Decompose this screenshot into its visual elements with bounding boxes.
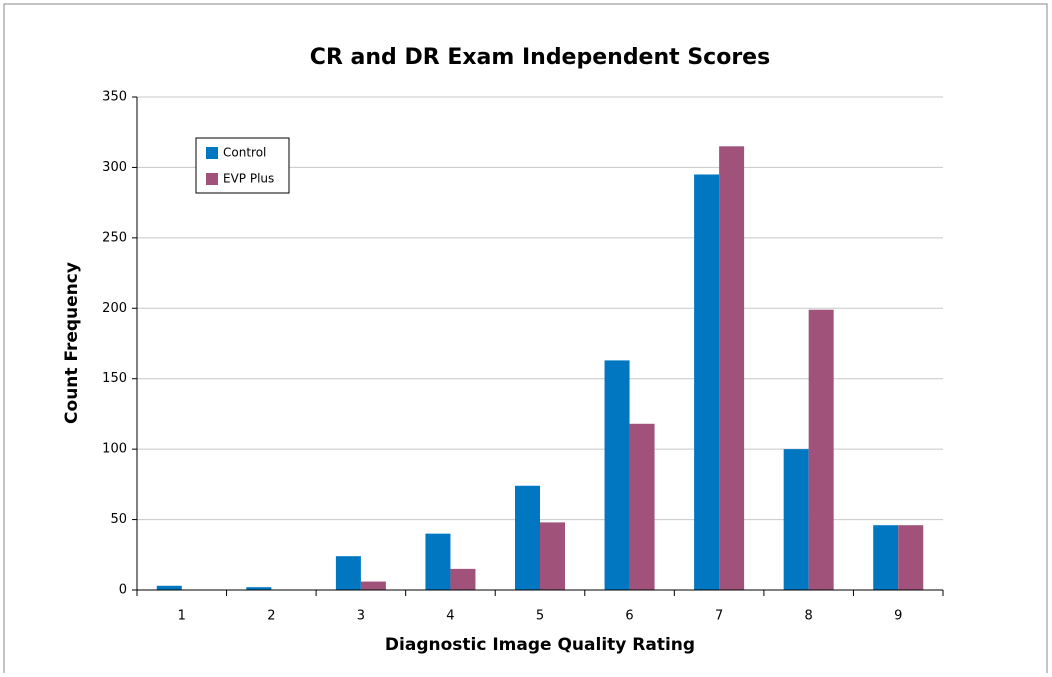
x-tick-label: 9 <box>894 609 902 624</box>
x-axis-label: Diagnostic Image Quality Rating <box>385 635 695 655</box>
bar <box>604 360 630 590</box>
x-tick-label: 5 <box>536 609 544 624</box>
bar <box>898 525 924 590</box>
bar <box>873 525 899 590</box>
chart-title: CR and DR Exam Independent Scores <box>310 45 770 70</box>
x-tick-label: 8 <box>805 609 813 624</box>
bar <box>335 556 361 590</box>
bar <box>540 522 565 590</box>
y-axis-label: Count Frequency <box>62 262 82 424</box>
x-tick-label: 2 <box>267 609 275 624</box>
y-tick-label: 50 <box>110 512 127 527</box>
x-tick-label: 1 <box>178 609 186 624</box>
y-tick-label: 350 <box>102 90 127 105</box>
bar <box>360 581 386 590</box>
bar <box>694 174 720 590</box>
bar <box>156 585 182 590</box>
frame <box>3 3 1048 673</box>
legend-swatch <box>206 173 218 185</box>
y-tick-label: 250 <box>102 230 127 245</box>
legend-label: Control <box>223 146 266 160</box>
bar <box>425 533 451 590</box>
bar <box>629 423 655 590</box>
x-tick-label: 3 <box>357 609 365 624</box>
y-tick-label: 150 <box>102 371 127 386</box>
y-tick-label: 100 <box>102 442 127 457</box>
bar <box>246 587 272 590</box>
bar <box>783 449 809 590</box>
y-tick-label: 200 <box>102 301 127 316</box>
bar <box>450 568 476 590</box>
legend-swatch <box>206 147 218 159</box>
bar <box>719 146 745 591</box>
y-tick-label: 0 <box>119 583 127 598</box>
bar <box>515 485 540 590</box>
legend-label: EVP Plus <box>223 172 274 186</box>
y-tick-label: 300 <box>102 160 127 175</box>
bar <box>808 309 834 590</box>
x-tick-label: 4 <box>446 609 454 624</box>
x-tick-label: 7 <box>715 609 723 624</box>
x-tick-label: 6 <box>625 609 633 624</box>
